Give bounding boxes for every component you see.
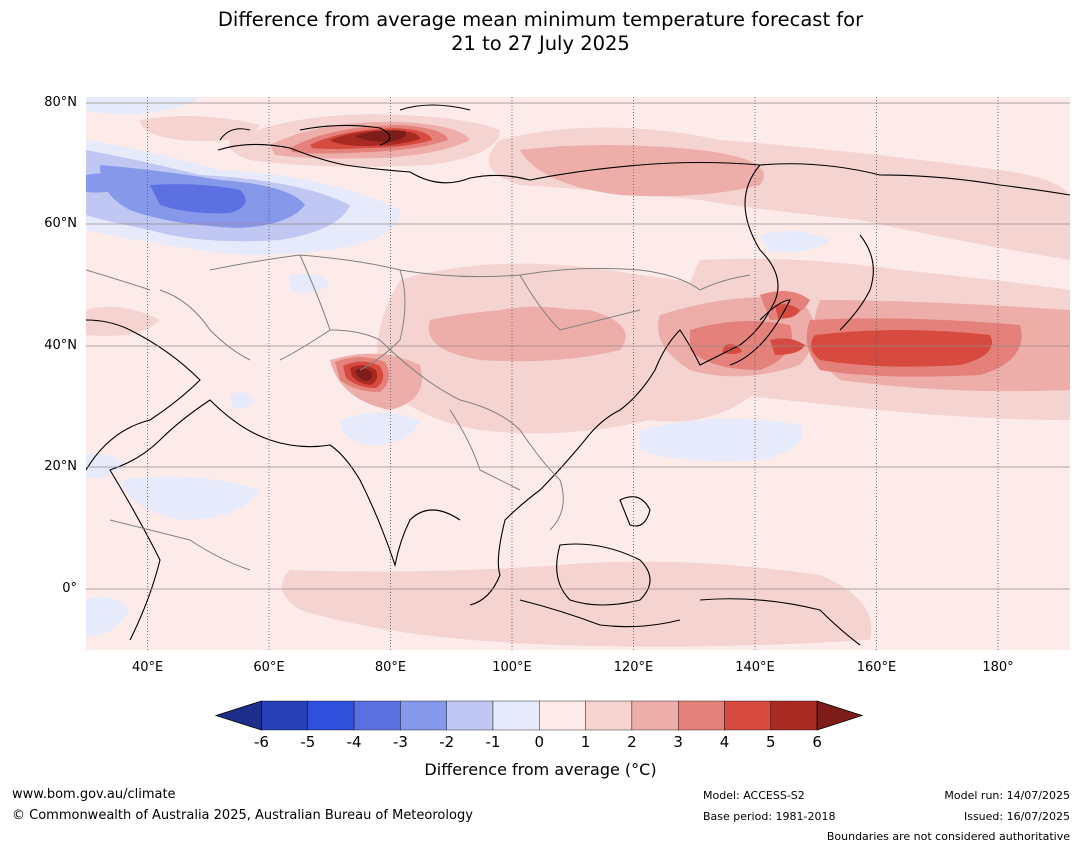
colorbar-tick-label: -4 <box>346 733 362 751</box>
footer-model: Model: ACCESS-S2 <box>703 789 805 802</box>
colorbar-label: Difference from average (°C) <box>424 760 657 779</box>
colorbar-segment <box>400 700 447 731</box>
map-title: Difference from average mean minimum tem… <box>0 8 1081 56</box>
anomaly-cool-patches <box>86 231 830 636</box>
latitude-lines <box>86 102 1070 590</box>
lon-label-60e: 60°E <box>253 660 285 675</box>
footer-disclaimer: Boundaries are not considered authoritat… <box>826 830 1070 843</box>
lon-label-100e: 100°E <box>492 660 532 675</box>
colorbar-segment <box>678 700 725 731</box>
colorbar-tick-label: 5 <box>766 733 776 751</box>
colorbar-tick-label: 4 <box>719 733 730 751</box>
country-borders <box>86 254 751 571</box>
anomaly-barents-warm <box>229 114 500 167</box>
lat-label-0: 0° <box>62 581 77 596</box>
anomaly-tibet-warm <box>335 357 389 392</box>
colorbar-segment <box>539 700 586 731</box>
lon-label-40e: 40°E <box>131 660 164 675</box>
colorbar-segment <box>585 700 633 731</box>
colorbar-tick-label: -6 <box>254 733 269 751</box>
colorbar-tick-label: 1 <box>580 733 591 751</box>
lon-label-180: 180° <box>982 660 1014 675</box>
footer-issued: Issued: 16/07/2025 <box>963 810 1070 823</box>
footer-base-period: Base period: 1981-2018 <box>703 810 836 823</box>
colorbar-segment <box>492 700 540 731</box>
colorbar-tick-label: 6 <box>812 733 822 751</box>
colorbar-segment <box>446 700 494 731</box>
footer-copyright: © Commonwealth of Australia 2025, Austra… <box>12 808 473 823</box>
colorbar-extend-low <box>214 700 262 731</box>
colorbar-segment <box>770 700 818 731</box>
lon-label-80e: 80°E <box>374 660 407 675</box>
coastlines <box>86 104 1070 646</box>
lon-label-120e: 120°E <box>613 660 654 675</box>
colorbar-tick-label: -3 <box>392 733 408 751</box>
colorbar-segment <box>261 700 308 731</box>
graticule <box>147 97 999 650</box>
lat-label-60n: 60°N <box>44 216 77 231</box>
colorbar-tick-label: 2 <box>627 733 637 751</box>
footer-website[interactable]: www.bom.gov.au/climate <box>12 787 176 802</box>
colorbar-segment <box>724 700 771 731</box>
map-title-line1: Difference from average mean minimum tem… <box>217 8 864 31</box>
colorbar-segment <box>631 700 679 731</box>
colorbar-tick-label: 3 <box>673 733 683 751</box>
colorbar-extend-high <box>816 700 864 731</box>
footer-model-run: Model run: 14/07/2025 <box>944 789 1070 802</box>
colorbar-tick-label: 0 <box>534 733 545 751</box>
colorbar-tick-label: -5 <box>300 733 316 751</box>
lat-label-80n: 80°N <box>44 95 77 110</box>
lon-label-140e: 140°E <box>735 660 775 675</box>
map-title-line2: 21 to 27 July 2025 <box>451 32 630 55</box>
colorbar-tick-label: -1 <box>485 733 501 751</box>
colorbar-tick-label: -2 <box>439 733 455 751</box>
anomaly-west-russia-cold <box>86 97 400 255</box>
colorbar-segment <box>307 700 355 731</box>
colorbar <box>214 700 864 731</box>
lat-label-40n: 40°N <box>44 338 77 353</box>
lon-label-160e: 160°E <box>856 660 897 675</box>
lat-label-20n: 20°N <box>44 459 77 474</box>
anomaly-zones-4-5 <box>722 304 992 367</box>
colorbar-segment <box>353 700 401 731</box>
